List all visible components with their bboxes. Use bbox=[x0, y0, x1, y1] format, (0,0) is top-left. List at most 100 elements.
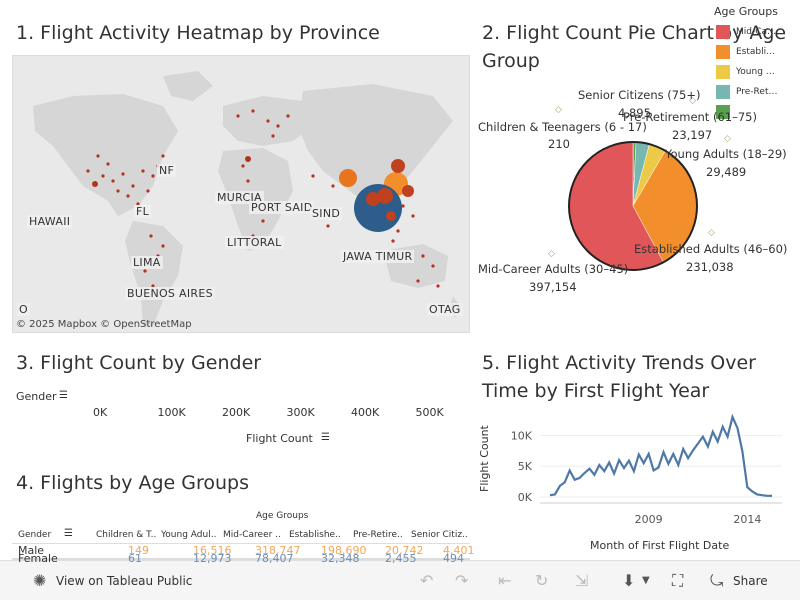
pie-slice-value: 231,038 bbox=[686, 260, 734, 274]
table-cell: 149 bbox=[128, 544, 149, 557]
gender-title: 3. Flight Count by Gender bbox=[16, 352, 262, 374]
pie-slice-value: 397,154 bbox=[529, 280, 577, 294]
trend-x-tick: 2014 bbox=[733, 513, 761, 526]
pie-slice-label: Young Adults (18–29) bbox=[665, 147, 787, 161]
pie-title: 2. Flight Count Pie Chart by Age Group bbox=[482, 22, 787, 72]
table-cell: 494 bbox=[443, 552, 464, 565]
legend-item-label[interactable]: Pre-Ret… bbox=[736, 87, 778, 97]
map-label-hawaii: HAWAII bbox=[27, 215, 73, 228]
gender-x-tick: 0K bbox=[93, 406, 108, 419]
pie-label-marker: ◇ bbox=[689, 96, 696, 106]
gender-x-label: Flight Count bbox=[246, 432, 313, 445]
table-cell: 198,690 bbox=[321, 544, 367, 557]
legend-swatch[interactable] bbox=[716, 45, 730, 59]
map-bubble-medium bbox=[402, 185, 414, 197]
legend-swatch[interactable] bbox=[716, 85, 730, 99]
view-on-tableau-link[interactable]: View on Tableau Public bbox=[56, 574, 193, 588]
map-label-jawa-timur: JAWA TIMUR bbox=[341, 250, 415, 263]
table-column-header[interactable]: Young Adul.. bbox=[161, 530, 217, 540]
province-dots bbox=[86, 109, 455, 308]
flight-trend-line-chart[interactable]: 0K 5K 10K 2009 2014 bbox=[490, 412, 790, 542]
table-column-group: Age Groups bbox=[256, 511, 309, 521]
south-america-shape bbox=[125, 221, 183, 326]
trend-series-line[interactable] bbox=[549, 413, 772, 497]
pie-slice-label: Senior Citizens (75+) bbox=[578, 88, 701, 102]
map-bubble-small bbox=[92, 181, 98, 187]
pie-slice-label: Mid-Career Adults (30–45) bbox=[478, 262, 629, 276]
pie-slice-value: 210 bbox=[548, 137, 570, 151]
legend-item-label[interactable]: Young … bbox=[736, 67, 775, 77]
undo-icon[interactable]: ↶ bbox=[420, 571, 434, 590]
chevron-down-icon[interactable]: ▼ bbox=[642, 575, 650, 586]
pie-label-marker: ◇ bbox=[724, 134, 731, 144]
map-bubble-small bbox=[245, 156, 251, 162]
share-icon[interactable]: ⤿ bbox=[710, 571, 724, 590]
pie-outline bbox=[568, 141, 698, 271]
map-label-littoral: LITTORAL bbox=[225, 236, 284, 249]
asia-shape bbox=[298, 84, 453, 201]
legend-swatch[interactable] bbox=[716, 65, 730, 79]
map-attribution[interactable]: © 2025 Mapbox © OpenStreetMap bbox=[16, 319, 192, 330]
fullscreen-icon[interactable]: ⛶ bbox=[672, 571, 684, 590]
map-title: 1. Flight Activity Heatmap by Province bbox=[16, 22, 380, 44]
table-cell: 20,742 bbox=[385, 544, 424, 557]
gender-axis-label: Gender bbox=[16, 390, 57, 403]
sort-icon[interactable]: ☰ bbox=[64, 528, 73, 539]
trend-y-tick: 5K bbox=[518, 460, 533, 473]
age-table-title: 4. Flights by Age Groups bbox=[16, 472, 250, 494]
table-row-label: Male bbox=[18, 544, 45, 557]
table-column-header[interactable]: Mid-Career .. bbox=[223, 530, 281, 540]
gender-x-tick: 200K bbox=[222, 406, 251, 419]
map-label-port-said: PORT SAID bbox=[249, 201, 315, 214]
map-label-buenos-aires: BUENOS AIRES bbox=[125, 287, 215, 300]
map-label-lima: LIMA bbox=[131, 256, 163, 269]
sort-icon[interactable]: ☰ bbox=[59, 390, 68, 401]
table-row-header: Gender bbox=[18, 530, 52, 540]
trend-y-tick: 0K bbox=[518, 491, 533, 504]
tableau-logo-icon[interactable]: ✺ bbox=[33, 571, 47, 590]
gender-x-tick: 500K bbox=[415, 406, 444, 419]
table-cell: 61 bbox=[128, 552, 142, 565]
legend-title: Age Groups bbox=[714, 5, 778, 18]
table-column-header[interactable]: Pre-Retire.. bbox=[353, 530, 403, 540]
flight-heatmap-map[interactable]: NF HAWAII FL MURCIA PORT SAID SIND LITTO… bbox=[12, 55, 470, 333]
pie-label-marker: ◇ bbox=[555, 105, 562, 115]
trend-x-tick: 2009 bbox=[635, 513, 663, 526]
trend-y-label: Flight Count bbox=[478, 425, 491, 492]
table-column-header[interactable]: Senior Citiz.. bbox=[411, 530, 468, 540]
redo-icon[interactable]: ↷ bbox=[455, 571, 469, 590]
revert-icon[interactable]: ⇤ bbox=[498, 571, 512, 590]
download-icon[interactable]: ⬇ bbox=[622, 571, 636, 590]
table-column-header[interactable]: Children & T.. bbox=[96, 530, 157, 540]
legend-swatch[interactable] bbox=[716, 25, 730, 39]
sort-icon[interactable]: ☰ bbox=[321, 432, 330, 443]
trend-title: 5. Flight Activity Trends Over Time by F… bbox=[482, 352, 756, 402]
legend-item-label[interactable]: Mid-Ca… bbox=[736, 27, 777, 37]
trend-y-tick: 10K bbox=[511, 429, 533, 442]
map-bubble-medium bbox=[391, 159, 405, 173]
table-column-header[interactable]: Establishe.. bbox=[289, 530, 341, 540]
table-cell: 12,973 bbox=[193, 552, 232, 565]
north-america-shape bbox=[33, 94, 178, 216]
pie-slice-label: Established Adults (46–60) bbox=[634, 242, 788, 256]
share-button[interactable]: Share bbox=[733, 574, 768, 588]
gender-x-tick: 300K bbox=[286, 406, 315, 419]
map-label-o: O bbox=[17, 303, 30, 316]
map-label-fl: FL bbox=[134, 205, 152, 218]
refresh-icon[interactable]: ↻ bbox=[535, 571, 549, 590]
legend-item-label[interactable]: Establi… bbox=[736, 47, 776, 57]
table-cell: 16,516 bbox=[193, 544, 232, 557]
trend-x-label: Month of First Flight Date bbox=[590, 539, 730, 552]
age-group-pie-chart[interactable] bbox=[470, 80, 790, 350]
tableau-toolbar: ✺ View on Tableau Public ↶ ↷ ⇤ ↻ ⇲ ⬇ ▼ ⛶… bbox=[0, 560, 800, 600]
pause-icon[interactable]: ⇲ bbox=[575, 571, 589, 590]
pie-slice-value: 29,489 bbox=[706, 165, 747, 179]
pie-slice-value: 4,895 bbox=[618, 106, 651, 120]
table-cell: 4,401 bbox=[443, 544, 475, 557]
map-bubble-medium bbox=[386, 211, 396, 221]
pie-slice-label: Pre-Retirement (61–75) bbox=[623, 110, 757, 124]
map-bubble-medium bbox=[377, 188, 393, 204]
legend-swatch[interactable] bbox=[716, 105, 730, 119]
table-cell: 2,455 bbox=[385, 552, 417, 565]
